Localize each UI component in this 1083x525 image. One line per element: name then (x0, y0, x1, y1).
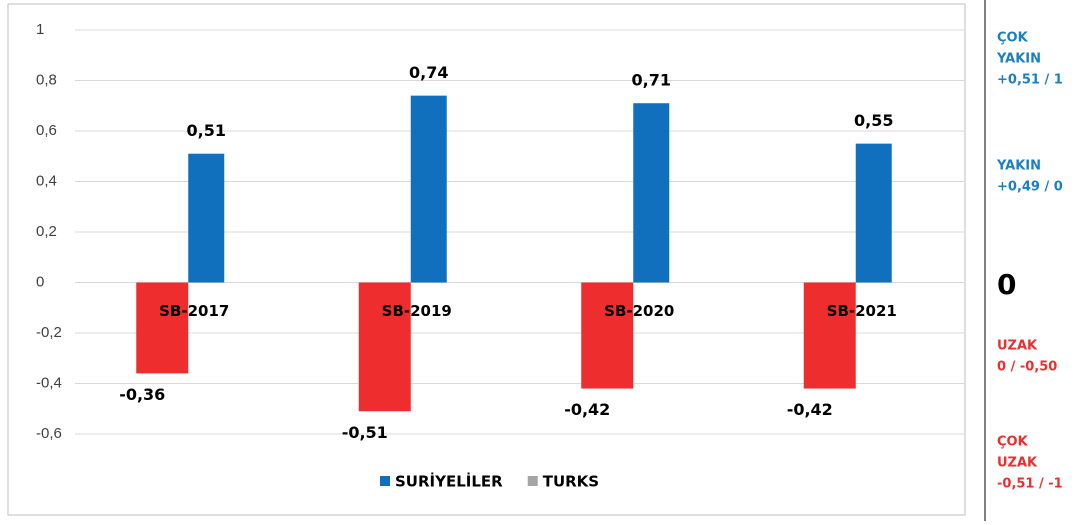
side-label: UZAK (997, 339, 1038, 354)
side-label: 0 / -0,50 (997, 360, 1057, 375)
y-tick-label: -0,6 (36, 425, 62, 442)
y-tick-label: 1 (36, 21, 44, 38)
value-label: -0,42 (787, 400, 833, 419)
chart-frame (7, 3, 966, 516)
legend-swatch (380, 476, 390, 486)
legend-label: TURKS (543, 473, 599, 491)
side-label: ÇOK (997, 31, 1029, 46)
x-tick-label: SB-2017 (159, 302, 229, 320)
value-label: 0,51 (187, 121, 226, 140)
legend-label: SURİYELİLER (395, 472, 503, 491)
side-label: -0,51 / -1 (997, 477, 1063, 492)
side-label: UZAK (997, 456, 1038, 471)
x-tick-label: SB-2021 (827, 302, 897, 320)
bar (803, 282, 856, 389)
bar (136, 282, 189, 374)
x-tick-label: SB-2019 (382, 302, 452, 320)
side-label: +0,51 / 1 (997, 73, 1063, 88)
y-tick-label: 0,8 (36, 71, 57, 88)
side-label: +0,49 / 0 (997, 180, 1063, 195)
y-tick-label: -0,4 (36, 374, 62, 391)
side-label: YAKIN (996, 159, 1041, 174)
value-label: 0,55 (854, 111, 893, 130)
side-label: ÇOK (997, 435, 1029, 450)
y-tick-label: 0 (36, 273, 44, 290)
side-label: YAKIN (996, 52, 1041, 67)
y-tick-label: 0,2 (36, 223, 57, 240)
x-tick-label: SB-2020 (604, 302, 674, 320)
bar (358, 282, 411, 412)
legend-swatch (527, 476, 538, 486)
side-label: 0 (997, 268, 1016, 301)
y-tick-label: 0,4 (36, 172, 57, 189)
value-label: 0,74 (409, 63, 448, 82)
y-tick-label: -0,2 (36, 324, 62, 341)
y-tick-label: 0,6 (36, 122, 57, 139)
value-label: -0,51 (342, 423, 388, 442)
bar (188, 153, 225, 283)
value-label: -0,36 (119, 385, 165, 404)
bar (633, 103, 670, 283)
value-label: 0,71 (632, 71, 671, 90)
bar (581, 282, 634, 389)
bar (410, 95, 447, 283)
bar (855, 143, 892, 283)
value-label: -0,42 (564, 400, 610, 419)
